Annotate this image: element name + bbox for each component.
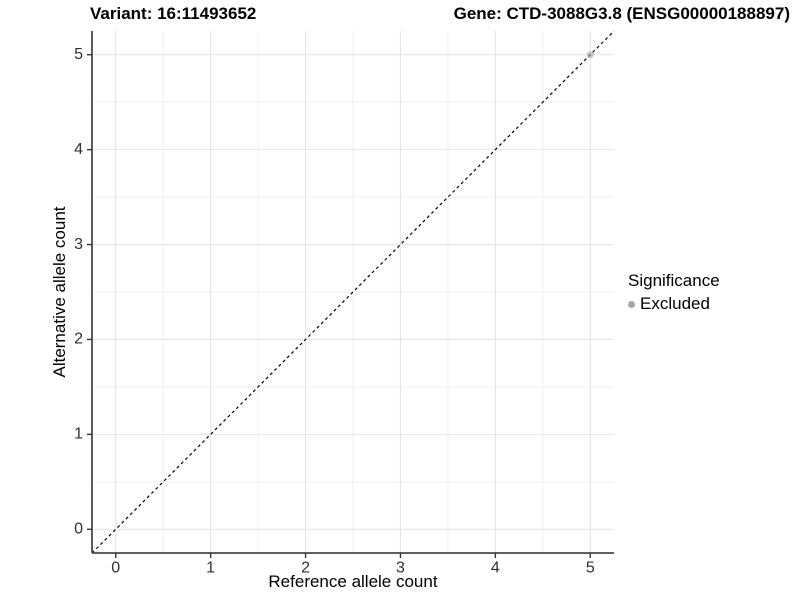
x-axis-title: Reference allele count — [268, 572, 438, 591]
legend-entry-excluded: Excluded — [628, 294, 720, 314]
legend-entry-label: Excluded — [640, 294, 710, 313]
x-tick-label: 0 — [111, 559, 120, 576]
x-tick-label: 4 — [491, 559, 500, 576]
x-tick-label: 2 — [301, 559, 310, 576]
x-tick-label: 3 — [396, 559, 405, 576]
y-tick-label: 0 — [74, 520, 83, 537]
variant-title: Variant: 16:11493652 — [90, 4, 257, 23]
y-tick-label: 3 — [74, 236, 83, 253]
excluded-point-icon — [628, 300, 635, 308]
x-tick-label: 1 — [206, 559, 215, 576]
legend-title: Significance — [628, 271, 720, 290]
y-tick-label: 2 — [74, 331, 83, 348]
gene-title: Gene: CTD-3088G3.8 (ENSG00000188897) — [453, 4, 790, 23]
data-point-excluded — [586, 51, 594, 59]
y-tick-label: 4 — [74, 141, 83, 158]
x-tick-label: 5 — [586, 559, 595, 576]
y-tick-label: 1 — [74, 426, 83, 443]
y-tick-label: 5 — [74, 46, 83, 63]
legend: Significance Excluded — [628, 271, 720, 314]
y-axis-title: Alternative allele count — [50, 206, 69, 378]
